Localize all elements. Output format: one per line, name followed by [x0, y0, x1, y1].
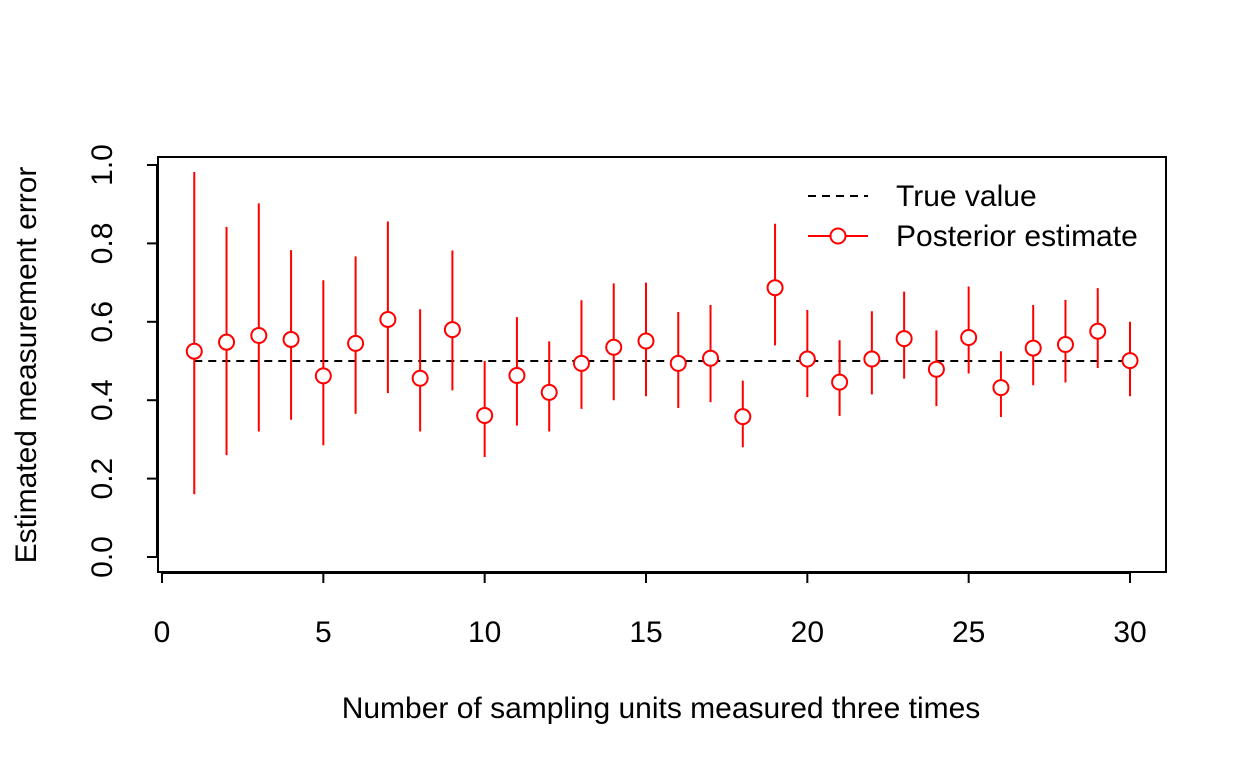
posterior-point — [1089, 322, 1107, 340]
posterior-point — [927, 360, 945, 378]
posterior-point — [960, 328, 978, 346]
x-tick-label: 10 — [468, 616, 501, 649]
legend: True value Posterior estimate — [808, 180, 1138, 253]
posterior-point — [347, 334, 365, 352]
y-tick-label: 0.0 — [86, 536, 119, 578]
posterior-point — [895, 330, 913, 348]
x-tick-label: 30 — [1113, 616, 1146, 649]
posterior-point — [1121, 352, 1139, 370]
posterior-point — [250, 327, 268, 345]
y-axis-label: Estimated measurement error — [10, 167, 43, 564]
posterior-point — [572, 354, 590, 372]
y-tick-label: 1.0 — [86, 144, 119, 186]
x-tick-label: 25 — [952, 616, 985, 649]
x-axis-label: Number of sampling units measured three … — [342, 692, 981, 725]
posterior-point — [637, 332, 655, 350]
y-tick-label: 0.6 — [86, 301, 119, 343]
legend-posterior-label: Posterior estimate — [896, 220, 1138, 253]
posterior-point — [863, 350, 881, 368]
posterior-point — [1024, 339, 1042, 357]
posterior-point — [218, 333, 236, 351]
posterior-point — [314, 367, 332, 385]
posterior-point — [379, 310, 397, 328]
legend-true-value-label: True value — [896, 180, 1037, 213]
x-tick-label: 15 — [629, 616, 662, 649]
posterior-point — [798, 350, 816, 368]
x-tick-label: 20 — [791, 616, 824, 649]
axes-layer: 0 5 10 15 20 25 30 0.0 0.2 0.4 0.6 0.8 1.0 — [86, 144, 1167, 649]
posterior-point — [443, 321, 461, 339]
series-layer — [185, 172, 1139, 495]
posterior-point — [540, 383, 558, 401]
posterior-point — [1056, 336, 1074, 354]
y-tick-label: 0.2 — [86, 458, 119, 500]
posterior-point — [702, 349, 720, 367]
posterior-point — [185, 342, 203, 360]
x-tick-label: 5 — [315, 616, 332, 649]
y-tick-label: 0.8 — [86, 223, 119, 265]
x-tick-label: 0 — [154, 616, 171, 649]
posterior-point — [476, 406, 494, 424]
posterior-point — [734, 408, 752, 426]
posterior-point — [766, 279, 784, 297]
posterior-point — [508, 367, 526, 385]
posterior-point — [605, 338, 623, 356]
posterior-point — [669, 354, 687, 372]
posterior-point — [411, 369, 429, 387]
y-tick-label: 0.4 — [86, 379, 119, 421]
posterior-point — [282, 330, 300, 348]
legend-posterior-marker — [829, 227, 847, 245]
posterior-point — [831, 373, 849, 391]
posterior-point — [992, 379, 1010, 397]
